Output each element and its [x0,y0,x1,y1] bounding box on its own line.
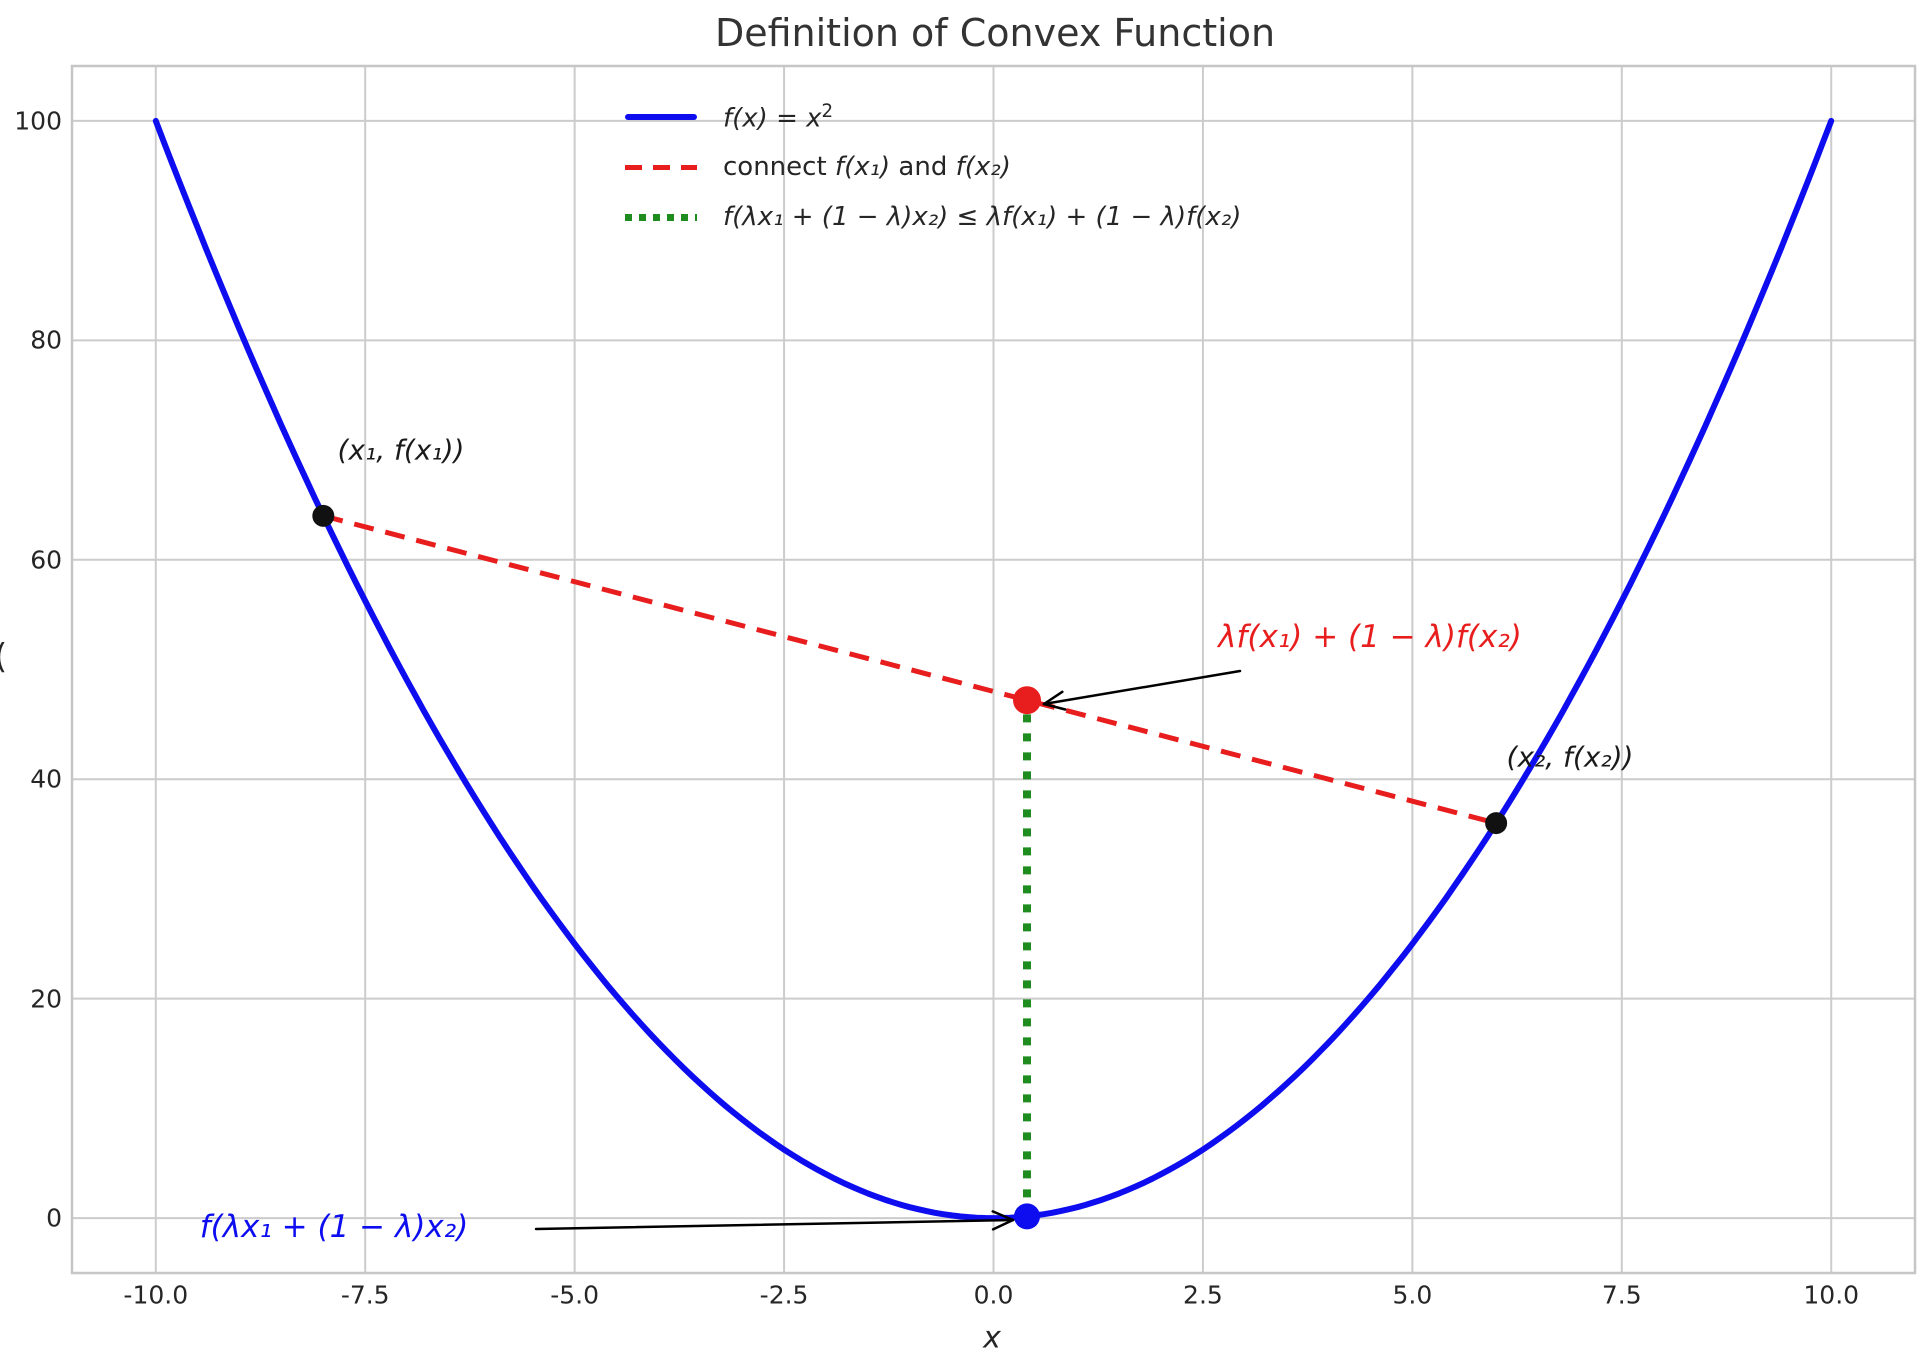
y-tick-label: 100 [14,106,62,136]
y-tick-label: 0 [46,1203,62,1233]
point-x1-marker [312,504,335,527]
axes-frame [70,64,1917,1275]
y-tick-label: 60 [30,545,62,575]
x-tick-label: -10.0 [123,1280,189,1310]
point-x2-marker [1485,812,1508,835]
x-tick-label: 2.5 [1183,1280,1223,1310]
legend-key-dashed-red-line [625,164,697,170]
arrow-to-curve-point [534,1218,1015,1231]
x-tick-label: 0.0 [973,1280,1014,1310]
annotation-chord-point: λf(x₁) + (1 − λ)f(x₂) [1218,619,1522,655]
x-tick-label: -2.5 [759,1280,809,1310]
legend-label-inequality: f(λx₁ + (1 − λ)x₂) ≤ λf(x₁) + (1 − λ)f(x… [723,202,1242,232]
legend-key-solid-blue-line [625,114,697,120]
legend: f(x) = x2 connect f(x₁) and f(x₂) f(λx₁ … [625,92,1241,242]
legend-item-curve: f(x) = x2 [625,92,1241,142]
y-tick-label: 40 [30,764,62,794]
arrow-to-chord-point [1042,669,1242,706]
legend-item-chord: connect f(x₁) and f(x₂) [625,142,1241,192]
arrow-to-curve-point-head [991,1218,1015,1231]
x-tick-label: 7.5 [1601,1280,1642,1310]
x-tick-label: 10.0 [1803,1280,1860,1310]
annotation-curve-point: f(λx₁ + (1 − λ)x₂) [199,1209,469,1245]
legend-key-dotted-green-line [625,213,697,221]
y-tick-label: 80 [30,325,62,355]
legend-label-chord: connect f(x₁) and f(x₂) [723,152,1011,182]
annotation-point-x2: (x₂, f(x₂)) [1506,740,1634,774]
y-tick-label: 20 [30,984,62,1014]
x-axis-label: x [983,1320,1001,1356]
y-axis-label-fragment: ( [0,637,7,677]
annotation-point-x1: (x₁, f(x₁)) [337,433,465,467]
arrow-to-chord-point-head [1042,690,1064,706]
chord-point-marker [1013,686,1042,715]
arrow-to-chord-point-head [1042,702,1067,711]
arrow-to-curve-point-head [991,1210,1015,1222]
x-tick-label: 5.0 [1392,1280,1433,1310]
curve-point-marker [1014,1203,1041,1230]
curve-fx-x-squared [152,117,1835,1222]
legend-label-curve: f(x) = x2 [723,100,834,134]
x-tick-label: -5.0 [550,1280,600,1310]
x-tick-label: -7.5 [340,1280,390,1310]
chart-title: Definition of Convex Function [714,11,1276,55]
chord-line [322,513,1497,826]
legend-item-inequality: f(λx₁ + (1 − λ)x₂) ≤ λf(x₁) + (1 − λ)f(x… [625,192,1241,242]
